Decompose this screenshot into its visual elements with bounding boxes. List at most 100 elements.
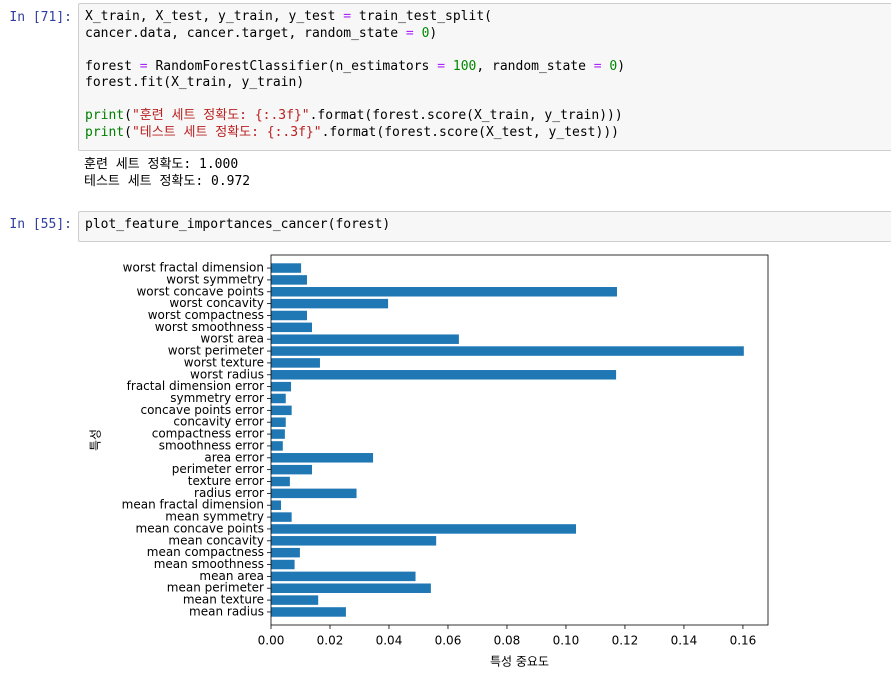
- code-token: train_test_split(: [351, 9, 492, 24]
- x-tick-label: 0.14: [671, 634, 698, 648]
- code-token: cancer.data, cancer.target, random_state: [85, 25, 406, 41]
- code-token: [445, 59, 453, 74]
- y-tick-label: perimeter error: [172, 462, 264, 476]
- y-tick-label: worst texture: [184, 355, 264, 369]
- bar: [271, 571, 416, 582]
- y-tick-label: worst fractal dimension: [123, 261, 264, 275]
- bar: [271, 464, 312, 475]
- y-tick-label: mean perimeter: [167, 581, 264, 595]
- code-token: =: [405, 25, 414, 41]
- bar: [271, 524, 576, 534]
- bar: [271, 263, 302, 273]
- bar: [271, 417, 286, 427]
- y-tick-label: mean compactness: [147, 545, 264, 559]
- y-tick-label: fractal dimension error: [127, 379, 264, 393]
- y-tick-label: mean concave points: [136, 521, 265, 535]
- code-token: (: [124, 108, 132, 123]
- y-tick-label: mean symmetry: [165, 510, 264, 524]
- code-line: forest = RandomForestClassifier(n_estima…: [85, 59, 886, 76]
- y-tick-label: worst concave points: [136, 284, 264, 298]
- x-axis-label: 특성 중요도: [490, 655, 549, 669]
- bar: [271, 275, 307, 285]
- code-block: X_train, X_test, y_train, y_test = train…: [85, 9, 886, 42]
- bar: [271, 536, 437, 546]
- bar: [271, 393, 286, 404]
- y-tick-label: worst symmetry: [166, 272, 264, 286]
- x-tick-label: 0.04: [376, 634, 403, 648]
- code-token: .format(forest.score(X_train, y_train))): [309, 108, 623, 123]
- y-tick-label: worst compactness: [148, 308, 264, 322]
- code-token: print: [85, 124, 125, 140]
- plot-frame: [270, 254, 769, 626]
- bar: [271, 476, 290, 487]
- code-token: =: [343, 9, 352, 24]
- bar: [271, 370, 617, 380]
- y-tick-label: mean concavity: [168, 533, 264, 547]
- y-tick-label: worst concavity: [169, 296, 264, 310]
- bar: [271, 429, 285, 439]
- code-block: print("훈련 세트 정확도: {:.3f}".format(forest.…: [85, 108, 886, 141]
- code-line: print("훈련 세트 정확도: {:.3f}".format(forest.…: [85, 108, 886, 125]
- bar: [271, 298, 389, 309]
- bar: [271, 559, 295, 570]
- bar: [271, 381, 292, 392]
- code-token: RandomForestClassifier(n_estimators: [147, 58, 438, 74]
- code-token: [414, 26, 422, 41]
- code-token: 100: [452, 58, 477, 74]
- code-token: =: [593, 58, 602, 74]
- cell-prompt: In [55]:: [9, 217, 72, 232]
- y-tick-label: compactness error: [152, 427, 264, 441]
- bar: [271, 358, 320, 368]
- y-tick-label: smoothness error: [159, 438, 264, 452]
- bar: [271, 287, 617, 297]
- bar: [271, 500, 282, 510]
- bar: [271, 595, 319, 605]
- code-token: =: [437, 58, 446, 74]
- bar: [271, 346, 744, 356]
- y-tick-label: mean radius: [189, 604, 264, 618]
- x-tick-label: 0.12: [612, 634, 639, 648]
- bar: [271, 322, 312, 333]
- bar: [271, 310, 307, 321]
- code-line: cancer.data, cancer.target, random_state…: [85, 26, 886, 43]
- code-line: forest.fit(X_train, y_train): [85, 75, 886, 92]
- y-axis-label: 특성: [89, 429, 103, 451]
- bar: [271, 334, 459, 344]
- y-tick-label: symmetry error: [170, 391, 264, 405]
- code-token: print: [85, 108, 125, 123]
- bar: [271, 441, 283, 451]
- bar: [271, 512, 292, 522]
- bar: [271, 607, 346, 617]
- cell-prompt: In [71]:: [9, 10, 72, 25]
- code-token: "훈련 세트 정확도: {:.3f}": [131, 108, 310, 123]
- code-token: ): [429, 25, 438, 41]
- y-tick-label: mean texture: [183, 593, 264, 607]
- code-cell[interactable]: X_train, X_test, y_train, y_test = train…: [78, 3, 891, 151]
- code-token: 0: [421, 25, 430, 41]
- code-line: X_train, X_test, y_train, y_test = train…: [85, 9, 886, 26]
- x-tick-label: 0.00: [258, 634, 285, 648]
- x-tick-label: 0.06: [435, 634, 462, 648]
- code-line: print("테스트 세트 정확도: {:.3f}".format(forest…: [85, 125, 886, 142]
- code-token: =: [139, 58, 148, 74]
- y-tick-label: mean area: [199, 569, 264, 583]
- x-tick-label: 0.10: [553, 634, 580, 648]
- bar: [271, 583, 431, 593]
- output-line: 훈련 세트 정확도: 1.000: [84, 157, 239, 172]
- code-token: 0: [609, 58, 618, 74]
- bar: [271, 453, 374, 463]
- y-tick-label: mean fractal dimension: [122, 498, 264, 512]
- code-token: (: [124, 124, 132, 140]
- code-token: plot_feature_importances_cancer(forest): [85, 217, 391, 232]
- y-tick-label: texture error: [188, 474, 264, 488]
- code-cell[interactable]: plot_feature_importances_cancer(forest): [78, 211, 891, 242]
- bar: [271, 547, 300, 558]
- code-token: .format(forest.score(X_test, y_test))): [321, 124, 619, 140]
- x-tick-label: 0.02: [317, 634, 344, 648]
- code-block: forest = RandomForestClassifier(n_estima…: [85, 59, 886, 92]
- x-tick-label: 0.08: [494, 634, 521, 648]
- code-block: plot_feature_importances_cancer(forest): [85, 217, 886, 234]
- code-token: X_train, X_test, y_train, y_test: [85, 9, 344, 24]
- y-tick-label: concave points error: [140, 403, 264, 417]
